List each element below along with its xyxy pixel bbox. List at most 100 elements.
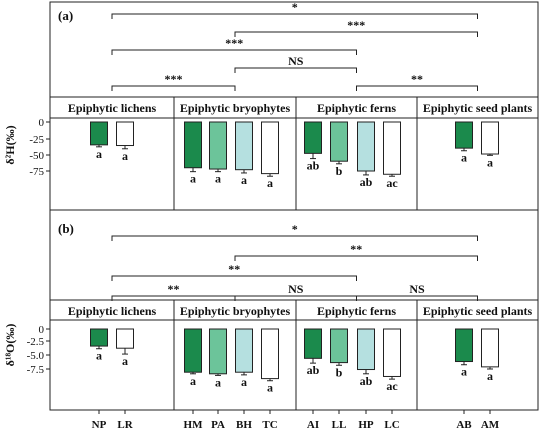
panel-a-sig-letter: ab — [307, 159, 320, 173]
panel-b-bar-NP — [90, 328, 108, 347]
panel-a-ylabel: δ²H(‰) — [3, 125, 17, 164]
panel-b-ylabel: δ¹⁸O(‰) — [3, 324, 17, 367]
panel-a-comparison-bracket — [234, 67, 357, 73]
panel-b-ytick-label: -5.0 — [27, 350, 45, 362]
panel-b-sig-letter: a — [190, 374, 196, 388]
x-tick-label: BH — [236, 419, 252, 431]
panel-b-bar-LL — [330, 328, 348, 364]
panel-b-sig-letter: a — [461, 365, 467, 379]
panel-b-comparison-bracket — [111, 275, 357, 281]
panel-a-ytick-label: -50 — [29, 150, 44, 162]
panel-a-bar-LR — [116, 121, 134, 147]
panel-a-ytick-label: -25 — [29, 134, 44, 146]
x-tick-label: AB — [456, 419, 472, 431]
panel-b-comparison-label: ** — [350, 242, 362, 256]
panel-a-comparison-bracket — [111, 85, 236, 91]
panel-b-bar-LC — [383, 328, 401, 377]
panel-b-comparison-label: NS — [409, 282, 425, 296]
panel-a-bar-LC — [383, 121, 401, 175]
panel-b-comparison-bracket — [356, 295, 478, 301]
panel-b-sig-letter: a — [241, 375, 247, 389]
panel-a-bar-NP — [90, 121, 108, 146]
panel-a-group-header: Epiphytic lichens — [68, 101, 157, 115]
panel-b-ytick-label: -7.5 — [27, 364, 45, 376]
panel-a-bar-PA — [209, 121, 227, 170]
x-tick-label: NP — [92, 419, 107, 431]
panel-a-sig-letter: b — [336, 164, 343, 178]
panel-a-sig-letter: ac — [386, 176, 398, 190]
panel-b-label: (b) — [58, 221, 74, 236]
panel-a-bar-HP — [357, 121, 375, 172]
panel-a-bar-TC — [261, 121, 279, 175]
panel-b-sig-letter: ac — [386, 379, 398, 393]
x-tick-label: TC — [262, 419, 277, 431]
panel-b-bar-PA — [209, 328, 227, 375]
panel-a-group-header: Epiphytic bryophytes — [180, 101, 291, 115]
panel-b-group-header: Epiphytic lichens — [68, 304, 157, 318]
panel-a-comparison-label: * — [292, 0, 298, 14]
panel-b-sig-letter: a — [96, 349, 102, 363]
panel-a-ytick-label: -75 — [29, 166, 44, 178]
panel-a-group-header: Epiphytic ferns — [317, 101, 396, 115]
panel-a-comparison-bracket — [111, 13, 478, 19]
panel-a-sig-letter: a — [122, 149, 128, 163]
panel-b-bar-HM — [184, 328, 202, 373]
panel-a-comparison-label: *** — [347, 18, 365, 32]
panel-a-sig-letter: a — [96, 147, 102, 161]
panel-a-comparison-label: ** — [411, 72, 423, 86]
panel-a-sig-letter: a — [461, 151, 467, 165]
x-tick-label: AM — [481, 419, 500, 431]
panel-b-bar-HP — [357, 328, 375, 371]
panel-b-bar-LR — [116, 328, 134, 349]
panel-b-bar-BH — [235, 328, 253, 373]
panel-a-bar-AM — [481, 121, 499, 155]
x-tick-label: LC — [384, 419, 399, 431]
panel-b-group-header: Epiphytic seed plants — [423, 304, 533, 318]
panel-a-sig-letter: a — [241, 173, 247, 187]
panel-a-bar-LL — [330, 121, 348, 162]
panel-a-sig-letter: a — [215, 172, 221, 186]
panel-b-comparison-bracket — [111, 235, 478, 241]
panel-b-group-header: Epiphytic bryophytes — [180, 304, 291, 318]
panel-a-label: (a) — [58, 8, 73, 23]
panel-a-bar-HM — [184, 121, 202, 169]
x-tick-label: LL — [332, 419, 347, 431]
x-tick-label: LR — [117, 419, 133, 431]
x-tick-label: HP — [358, 419, 374, 431]
panel-a-comparison-bracket — [234, 31, 478, 37]
panel-b-bar-AM — [481, 328, 499, 368]
panel-a-ytick-label: 0 — [39, 117, 45, 129]
panel-a-bar-BH — [235, 121, 253, 171]
panel-b-bar-AI — [304, 328, 322, 359]
panel-b-sig-letter: b — [336, 365, 343, 379]
x-tick-label: PA — [211, 419, 225, 431]
panel-a-sig-letter: a — [267, 176, 273, 190]
panel-b-sig-letter: a — [215, 375, 221, 389]
panel-b-sig-letter: a — [267, 381, 273, 395]
x-tick-label: AI — [307, 419, 319, 431]
panel-b-comparison-bracket — [234, 255, 478, 261]
panel-b-ytick-label: -2.5 — [27, 336, 45, 348]
panel-b-sig-letter: a — [487, 369, 493, 383]
panel-a-group-header: Epiphytic seed plants — [423, 101, 533, 115]
panel-a-comparison-bracket — [356, 85, 478, 91]
panel-a-comparison-label: NS — [288, 54, 304, 68]
panel-a-comparison-bracket — [111, 49, 357, 55]
panel-b-group-header: Epiphytic ferns — [317, 304, 396, 318]
panel-b-bar-TC — [261, 328, 279, 380]
panel-a-sig-letter: a — [487, 155, 493, 169]
panel-b-sig-letter: ab — [307, 363, 320, 377]
panel-b-bar-AB — [455, 328, 473, 363]
panel-b-comparison-label: NS — [288, 282, 304, 296]
panel-a-comparison-label: *** — [225, 36, 243, 50]
panel-b-frame — [49, 209, 539, 411]
panel-b-comparison-label: ** — [228, 262, 240, 276]
panel-a-bar-AB — [455, 121, 473, 149]
panel-b-sig-letter: a — [122, 354, 128, 368]
panel-b-comparison-label: * — [292, 222, 298, 236]
x-tick-label: HM — [184, 419, 204, 431]
panel-a-sig-letter: a — [190, 172, 196, 186]
panel-b-comparison-label: ** — [168, 282, 180, 296]
panel-b-sig-letter: ab — [360, 374, 373, 388]
